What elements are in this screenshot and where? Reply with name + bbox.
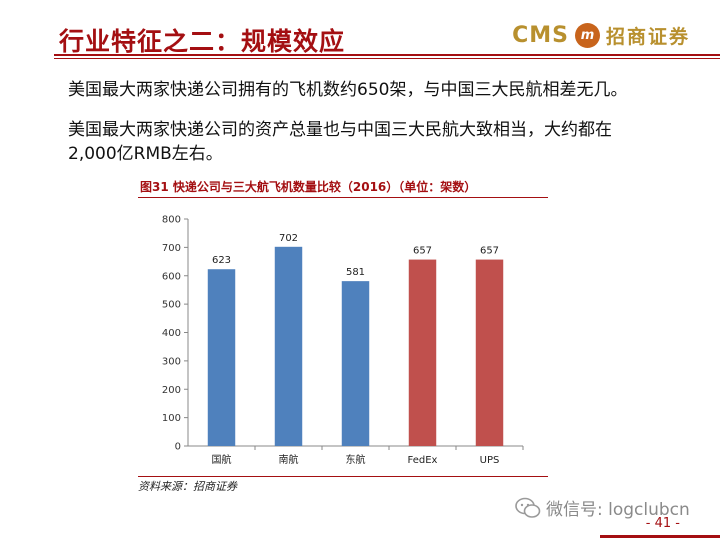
y-tick-label: 300 bbox=[162, 356, 181, 367]
y-tick-label: 500 bbox=[162, 300, 181, 311]
bar-chart: 0 100 200 300 400 500 600 700 800 623 国航 702 南航 581 东航… bbox=[162, 215, 524, 466]
x-tick-label: 南航 bbox=[279, 453, 299, 466]
data-label: 581 bbox=[346, 267, 365, 278]
logo-cms-text: CMS bbox=[512, 22, 569, 48]
page-title: 行业特征之二：规模效应 bbox=[59, 27, 346, 56]
y-tick-label: 200 bbox=[162, 385, 181, 396]
x-tick-label: 东航 bbox=[346, 453, 366, 466]
footer-rule bbox=[600, 535, 720, 538]
page-number: - 41 - bbox=[645, 516, 680, 531]
y-tick-label: 600 bbox=[162, 271, 181, 282]
bar-3 bbox=[341, 281, 370, 446]
figure-top-rule bbox=[138, 197, 548, 198]
paragraph-2: 美国最大两家快递公司的资产总量也与中国三大民航大致相当，大约都在 2,000亿R… bbox=[68, 118, 612, 166]
x-tick-label: FedEx bbox=[408, 455, 438, 466]
bar-1 bbox=[207, 269, 236, 446]
data-label: 702 bbox=[279, 233, 298, 244]
logo-badge-icon: m bbox=[574, 22, 600, 48]
wechat-watermark: 微信号: logclubcn bbox=[515, 495, 690, 520]
company-logo: CMS m 招商证券 bbox=[512, 20, 690, 50]
x-tick-label: UPS bbox=[480, 455, 500, 466]
bar-4 bbox=[408, 259, 437, 446]
figure-title: 图31 快递公司与三大航飞机数量比较（2016）（单位：架数） bbox=[140, 180, 477, 194]
y-tick-label: 800 bbox=[162, 215, 181, 226]
figure-bottom-rule bbox=[138, 476, 548, 477]
logo-badge-letter: m bbox=[580, 27, 595, 43]
wechat-id: 微信号: logclubcn bbox=[546, 500, 690, 520]
bar-2 bbox=[274, 246, 303, 446]
data-label: 623 bbox=[212, 255, 231, 266]
paragraph-2-line-1: 美国最大两家快递公司的资产总量也与中国三大民航大致相当，大约都在 bbox=[68, 120, 612, 140]
paragraph-2-line-2: 2,000亿RMB左右。 bbox=[68, 144, 223, 164]
paragraph-1: 美国最大两家快递公司拥有的飞机数约650架，与中国三大民航相差无几。 bbox=[68, 80, 628, 100]
y-tick-label: 700 bbox=[162, 243, 181, 254]
y-tick-label: 400 bbox=[162, 328, 181, 339]
data-label: 657 bbox=[480, 246, 499, 257]
y-tick-label: 100 bbox=[162, 413, 181, 424]
bar-5 bbox=[475, 259, 504, 446]
data-label: 657 bbox=[413, 246, 432, 257]
header-rule bbox=[54, 54, 720, 56]
wechat-icon bbox=[515, 497, 541, 518]
logo-chinese-text: 招商证券 bbox=[605, 25, 690, 48]
header-rule-thin bbox=[54, 58, 720, 59]
source-note: 资料来源：招商证券 bbox=[138, 480, 237, 493]
y-tick-label: 0 bbox=[175, 442, 181, 453]
x-tick-label: 国航 bbox=[212, 453, 232, 466]
